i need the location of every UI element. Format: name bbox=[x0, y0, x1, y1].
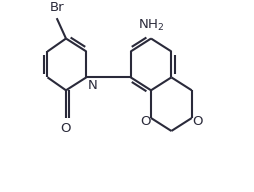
Text: NH$_2$: NH$_2$ bbox=[138, 18, 164, 33]
Text: O: O bbox=[192, 115, 202, 128]
Text: Br: Br bbox=[50, 2, 64, 14]
Text: N: N bbox=[88, 79, 98, 92]
Text: O: O bbox=[61, 122, 71, 135]
Text: O: O bbox=[140, 115, 151, 128]
